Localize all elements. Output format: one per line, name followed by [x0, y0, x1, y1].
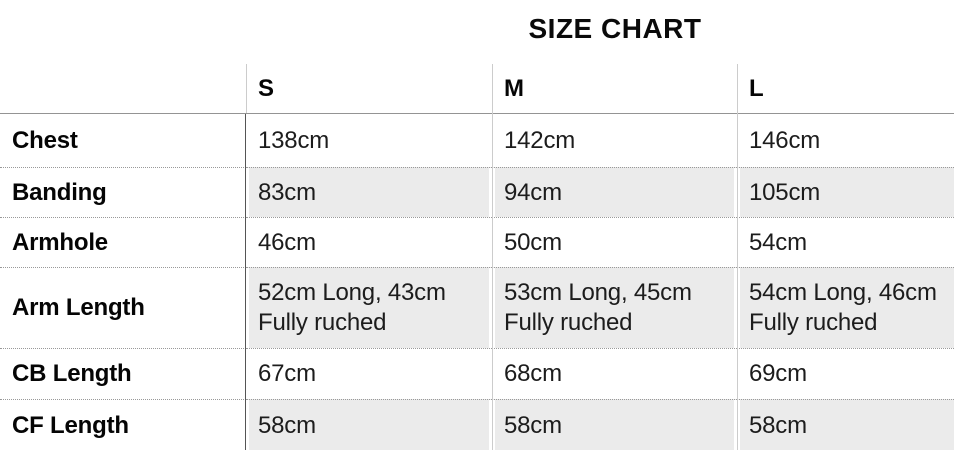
size-chart-title: SIZE CHART	[528, 13, 702, 44]
size-chart-table: S M L Chest 138cm 142cm 146cm Banding 83cm 94cm 10…	[0, 63, 954, 450]
size-value-cell: 67cm	[246, 348, 492, 399]
column-header-m: M	[504, 74, 524, 102]
size-value-cell: 50cm	[492, 217, 737, 267]
header-rule-line	[0, 113, 954, 114]
row-label: Arm Length	[0, 267, 246, 348]
size-value-cell: 105cm	[737, 167, 954, 217]
size-value-cell: 58cm	[246, 399, 492, 450]
size-value-cell: 94cm	[492, 167, 737, 217]
size-value-cell: 142cm	[504, 126, 576, 154]
row-label: Banding	[0, 167, 246, 217]
column-header-s: S	[258, 74, 274, 102]
size-value-cell: 83cm	[246, 167, 492, 217]
column-divider-header-s	[246, 64, 247, 113]
size-value-cell: 58cm	[492, 399, 737, 450]
size-value-cell: 58cm	[737, 399, 954, 450]
row-label: CB Length	[0, 348, 246, 399]
column-divider-m	[492, 64, 493, 450]
size-value-cell: 52cm Long, 43cm Fully ruched	[246, 267, 492, 348]
size-value-cell: 138cm	[258, 126, 330, 154]
column-divider-l	[737, 64, 738, 450]
column-header-blank	[0, 63, 246, 114]
row-label: CF Length	[0, 399, 246, 450]
size-value-cell: 46cm	[246, 217, 492, 267]
size-value-cell: 68cm	[492, 348, 737, 399]
row-label: Chest	[12, 126, 78, 154]
column-header-l: L	[749, 74, 764, 102]
size-value-cell: 146cm	[749, 126, 821, 154]
size-value-cell: 69cm	[737, 348, 954, 399]
label-column-divider	[245, 114, 246, 450]
row-label: Armhole	[0, 217, 246, 267]
size-value-cell: 53cm Long, 45cm Fully ruched	[492, 267, 737, 348]
size-value-cell: 54cm Long, 46cm Fully ruched	[737, 267, 954, 348]
size-value-cell: 54cm	[737, 217, 954, 267]
